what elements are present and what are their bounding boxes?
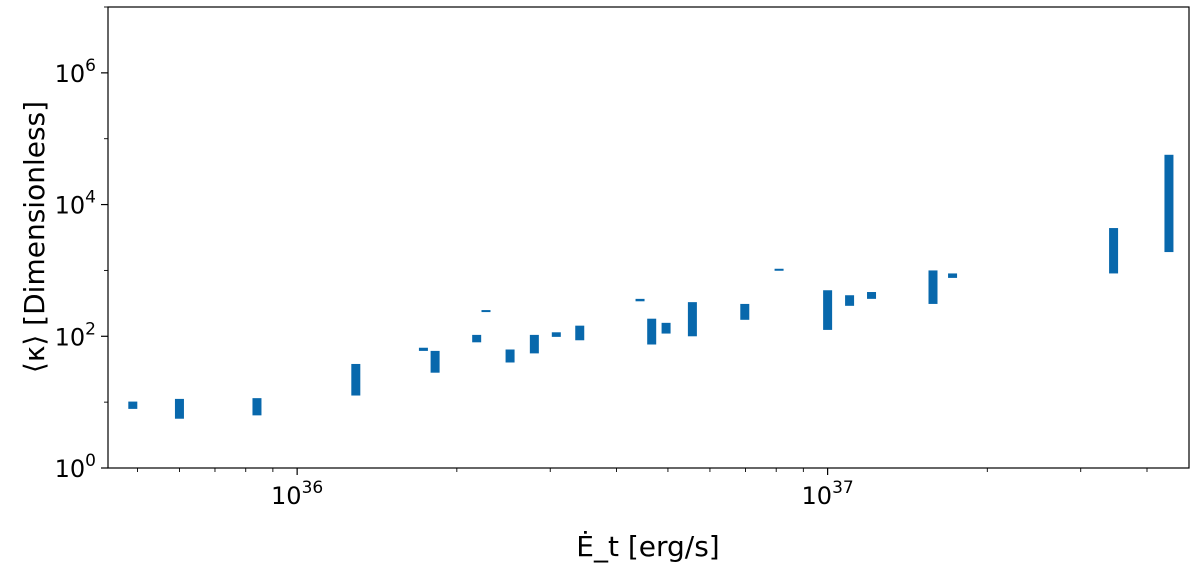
range-bar-21 (867, 292, 877, 299)
y-tick-labels: 100 102 104 106 (55, 56, 96, 483)
range-bar-16 (687, 302, 697, 337)
range-bar-3 (252, 398, 262, 416)
x-tick-label-1: 1036 (271, 478, 323, 510)
x-axis-label: Ė_t [erg/s] (576, 530, 719, 563)
range-bar-12 (575, 325, 585, 341)
range-bar-10 (529, 334, 539, 354)
y-axis-label: ⟨κ⟩ [Dimensionless] (18, 101, 51, 373)
range-bar-22 (928, 270, 938, 304)
y-tick-label-1: 100 (55, 451, 96, 483)
range-bar-11 (551, 332, 561, 337)
range-bar-13 (635, 298, 645, 302)
major-ticks (101, 72, 829, 475)
range-bar-15 (661, 322, 671, 334)
bars-layer (128, 154, 1174, 419)
range-bar-7 (472, 334, 482, 343)
x-tick-label-2: 1037 (802, 478, 854, 510)
y-tick-label-4: 106 (55, 56, 96, 88)
range-bar-2 (174, 398, 184, 419)
plot-area-frame (107, 6, 1190, 469)
range-bar-5 (418, 347, 428, 351)
range-bar-9 (505, 349, 515, 363)
y-tick-label-2: 102 (55, 319, 96, 351)
y-tick-label-3: 104 (55, 188, 96, 220)
range-bar-20 (845, 295, 855, 306)
range-bar-6 (430, 350, 440, 373)
range-bar-17 (740, 303, 750, 320)
range-bar-24 (1109, 228, 1119, 274)
range-bar-19 (823, 290, 833, 330)
minor-ticks (104, 6, 1148, 472)
range-bar-14 (647, 318, 657, 345)
range-bar-8 (481, 310, 491, 313)
range-bar-23 (948, 273, 958, 278)
range-bar-1 (128, 401, 138, 409)
x-tick-labels: 1036 1037 (271, 478, 854, 510)
range-bar-18 (774, 268, 784, 271)
range-bar-4 (351, 363, 361, 396)
range-bar-25 (1164, 154, 1174, 253)
